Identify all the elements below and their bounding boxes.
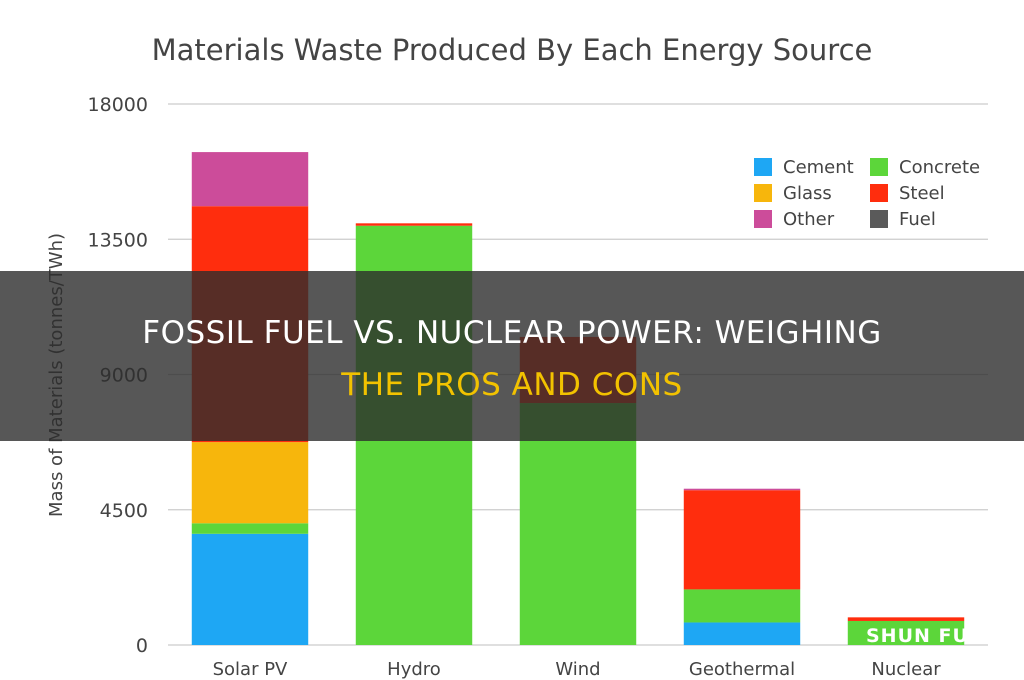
legend-swatch-glass	[754, 184, 772, 202]
bar-wind-concrete	[519, 403, 637, 645]
banner-title-line-2: THE PROS AND CONS	[341, 367, 683, 403]
bar-solar-pv-cement	[191, 533, 309, 645]
bar-nuclear-concrete	[847, 620, 965, 645]
y-tick-label: 13500	[88, 229, 148, 251]
legend-label-other: Other	[783, 209, 835, 230]
x-tick-label: Geothermal	[689, 659, 795, 680]
banner-title-line-1: FOSSIL FUEL VS. NUCLEAR POWER: WEIGHING	[142, 315, 882, 351]
x-tick-label: Hydro	[387, 659, 441, 680]
x-tick-label: Wind	[555, 659, 600, 680]
legend: Cement Concrete Glass Steel Other Fuel	[754, 157, 980, 230]
bar-hydro-steel	[355, 223, 473, 226]
x-tick-label: Solar PV	[213, 659, 288, 680]
watermark: SHUN FU	[866, 625, 969, 647]
legend-label-steel: Steel	[899, 183, 945, 204]
x-axis-ticks: Solar PV Hydro Wind Geothermal Nuclear	[213, 659, 942, 680]
legend-label-fuel: Fuel	[899, 209, 936, 230]
bar-solar-pv-glass	[191, 442, 309, 524]
legend-swatch-steel	[870, 184, 888, 202]
bar-solar-pv-other	[191, 152, 309, 207]
chart-title: Materials Waste Produced By Each Energy …	[152, 33, 873, 67]
title-banner: FOSSIL FUEL VS. NUCLEAR POWER: WEIGHING …	[0, 271, 1024, 441]
legend-swatch-other	[754, 210, 772, 228]
y-tick-label: 4500	[100, 500, 148, 522]
legend-label-concrete: Concrete	[899, 157, 980, 178]
legend-label-cement: Cement	[783, 157, 854, 178]
legend-swatch-fuel	[870, 210, 888, 228]
x-tick-label: Nuclear	[871, 659, 941, 680]
bar-nuclear-steel	[847, 617, 965, 621]
bar-geothermal-concrete	[683, 589, 801, 623]
y-tick-label: 18000	[88, 94, 148, 116]
legend-label-glass: Glass	[783, 183, 832, 204]
legend-swatch-cement	[754, 158, 772, 176]
bar-solar-pv-concrete	[191, 523, 309, 534]
bar-geothermal-steel	[683, 490, 801, 590]
y-tick-label: 0	[136, 635, 148, 657]
bar-geothermal-cement	[683, 622, 801, 645]
bar-geothermal-other	[683, 488, 801, 491]
legend-swatch-concrete	[870, 158, 888, 176]
